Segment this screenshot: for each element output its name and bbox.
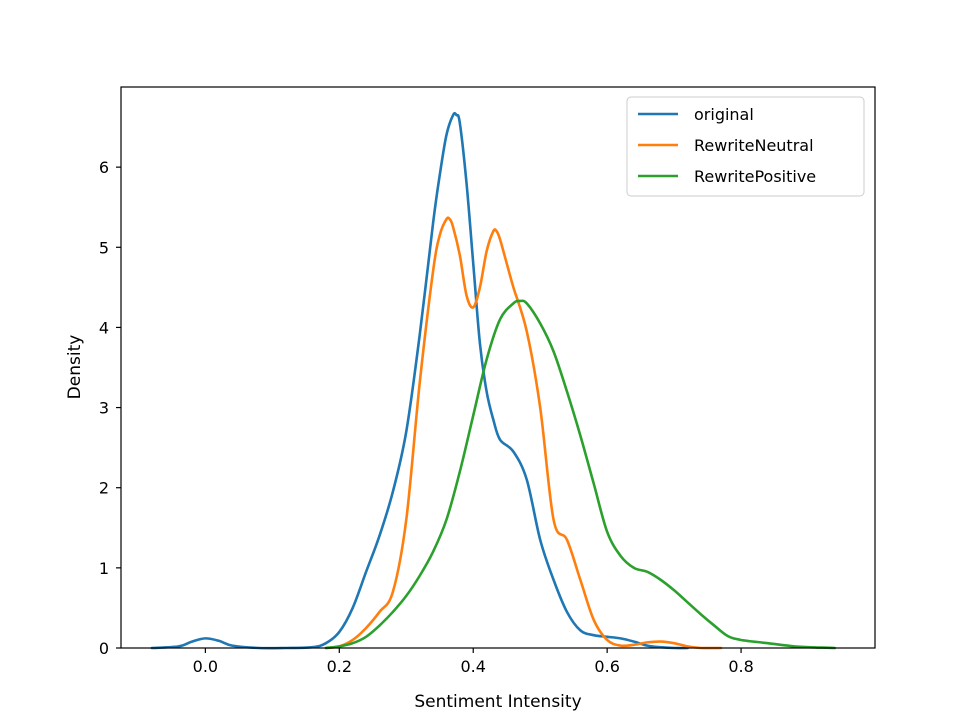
y-axis-ticks: 0 1 2 3 4 5 6	[99, 158, 121, 658]
legend-items: original RewriteNeutral RewritePositive	[638, 105, 816, 186]
x-tick-label: 0.4	[460, 657, 485, 676]
x-tick-label: 0.8	[728, 657, 753, 676]
x-tick-label: 0.6	[594, 657, 619, 676]
y-tick-label: 4	[99, 318, 109, 337]
series-line-RewriteNeutral	[324, 216, 723, 650]
y-axis-label: Density	[65, 335, 85, 400]
y-tick-label: 6	[99, 158, 109, 177]
axes-layer	[120, 86, 876, 649]
x-axis-ticks: 0.0 0.2 0.4 0.6 0.8	[193, 648, 754, 676]
x-tick-label: 0.0	[193, 657, 218, 676]
plot-frame	[120, 86, 876, 649]
y-tick-label: 0	[99, 639, 109, 658]
y-tick-label: 2	[99, 479, 109, 498]
x-tick-label: 0.2	[327, 657, 352, 676]
series-line-RewritePositive	[324, 299, 837, 650]
y-tick-label: 1	[99, 559, 109, 578]
legend: original RewriteNeutral RewritePositive	[626, 96, 865, 197]
x-axis-label: Sentiment Intensity	[414, 692, 581, 712]
legend-label-RewriteNeutral: RewriteNeutral	[694, 136, 814, 155]
legend-label-RewritePositive: RewritePositive	[694, 167, 816, 186]
legend-label-original: original	[694, 105, 754, 124]
y-tick-label: 5	[99, 238, 109, 257]
legend-box	[626, 96, 865, 197]
y-tick-label: 3	[99, 399, 109, 418]
